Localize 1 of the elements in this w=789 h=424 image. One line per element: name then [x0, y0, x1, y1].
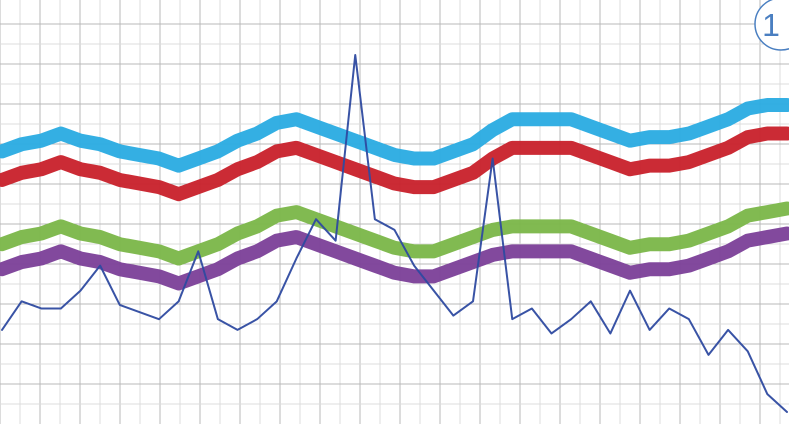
- text: 1: [762, 7, 780, 43]
